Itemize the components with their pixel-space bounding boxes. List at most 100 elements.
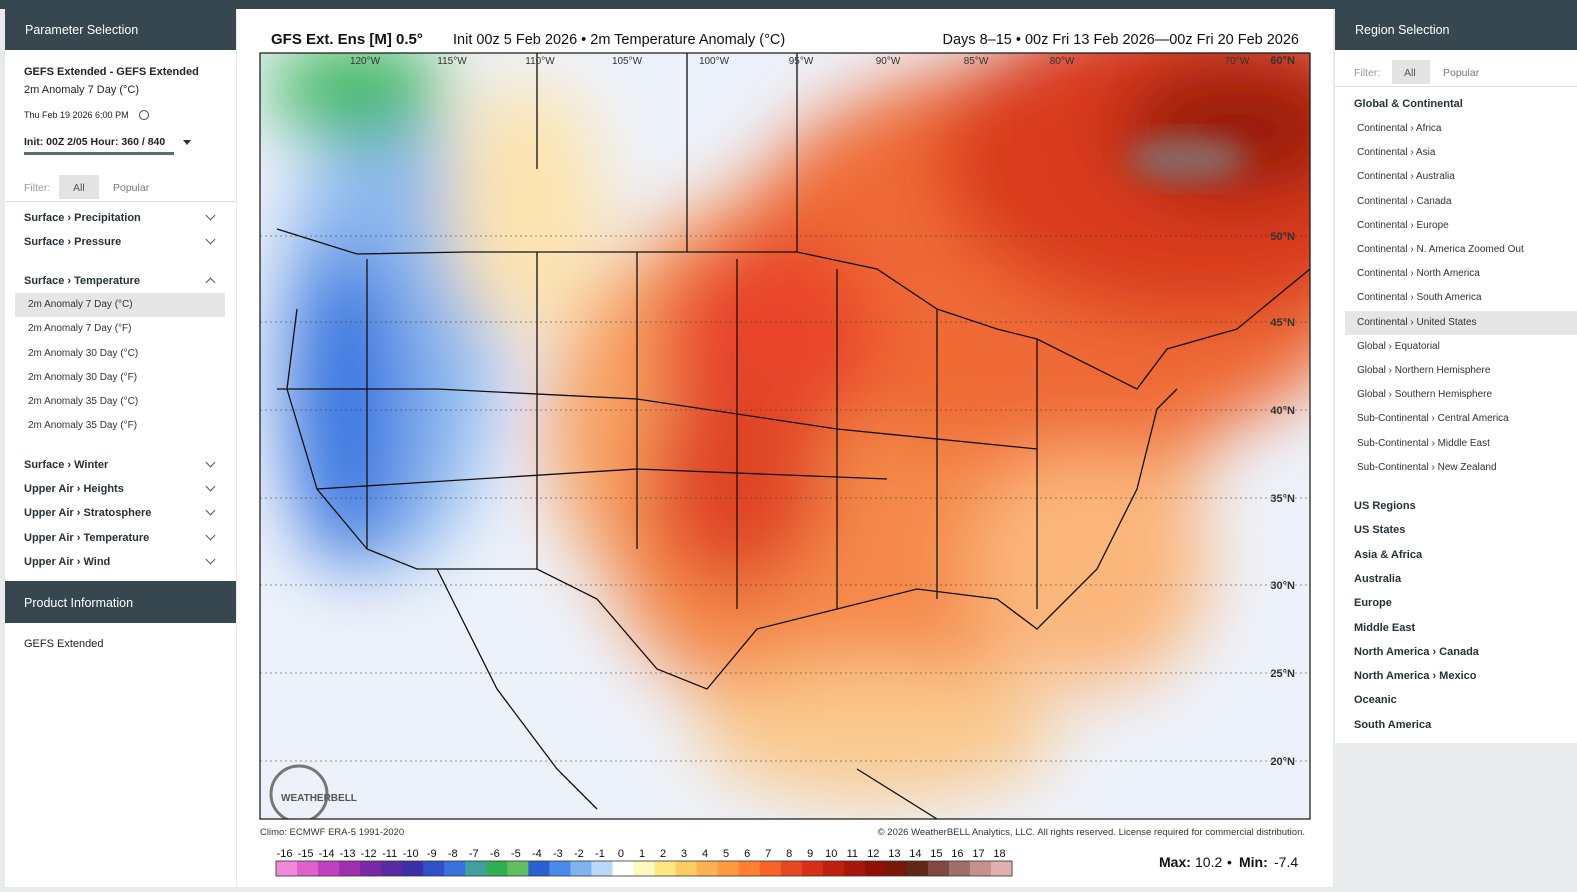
menu-item[interactable]: 2m Anomaly 7 Day (°F) [28,323,132,335]
lon-label: 80°W [1050,56,1075,67]
chevron[interactable] [205,505,216,516]
lat-label: 40°N [1270,405,1295,417]
region-item[interactable]: Global › Northern Hemisphere [1357,365,1491,376]
filter-option[interactable]: All [73,182,85,194]
menu-group[interactable]: Surface › Pressure [24,236,122,249]
valid-time[interactable]: Thu Feb 19 2026 6:00 PM [24,110,129,120]
region-item[interactable]: Global › Southern Hemisphere [1357,389,1493,401]
region-group[interactable]: South America [1354,718,1432,731]
region-item[interactable]: Sub-Continental › Middle East [1357,437,1490,449]
region-item[interactable]: Global › Equatorial [1357,340,1440,352]
colorbar-label: -16 [277,848,293,860]
info-header-bg [5,581,236,623]
colorbar-label: -15 [298,848,314,860]
map-title-init: Init 00z 5 Feb 2026 • 2m Temperature Ano… [453,32,785,48]
logo-ring [269,764,329,819]
region-group[interactable]: Europe [1354,597,1392,610]
chevron[interactable] [205,210,216,221]
colorbar-label: 3 [681,848,687,860]
colorbar-swatch [423,861,445,876]
region-group[interactable]: Middle East [1354,621,1416,634]
chevron[interactable] [205,234,216,245]
colorbar-swatch [759,861,782,876]
dropdown-arrow[interactable] [183,140,191,145]
right-panel: Region Selection Filter: All Popular Glo… [1335,9,1577,743]
colorbar-label: -4 [532,848,542,860]
menu-group[interactable]: Upper Air › Wind [24,555,111,568]
filter-option[interactable]: Popular [113,182,150,194]
colorbar-swatch [444,861,466,876]
colorbar-swatch [402,861,424,876]
map-figure: GFS Ext. Ens [M] 0.5° Init 00z 5 Feb 202… [259,31,1311,877]
region-group[interactable]: Australia [1354,572,1402,585]
menu-group[interactable]: Upper Air › Heights [24,483,124,495]
menu-item[interactable]: 2m Anomaly 35 Day (°F) [28,420,138,432]
region-item[interactable]: Continental › North America [1357,268,1480,280]
max-value: 10.2 [1195,854,1222,870]
chevron[interactable] [205,481,216,492]
init-hour[interactable]: Init: 00Z 2/05 Hour: 360 / 840 [24,136,166,148]
colorbar-swatch [843,861,866,876]
filter-active-bg [1392,60,1430,84]
region-item[interactable]: Continental › N. America Zoomed Out [1357,244,1524,255]
region-group[interactable]: US States [1354,524,1406,537]
filter-label: Filter: [24,182,51,194]
menu-item[interactable]: 2m Anomaly 30 Day (°F) [28,371,138,383]
colorbar-swatch [318,861,340,876]
region-item[interactable]: Continental › Australia [1357,171,1455,183]
filter-option[interactable]: Popular [1443,67,1480,79]
region-group[interactable]: US Regions [1354,500,1416,512]
region-group[interactable]: Asia & Africa [1354,548,1423,561]
colorbar-label: 12 [867,848,879,860]
region-item[interactable]: Sub-Continental › New Zealand [1357,461,1497,473]
menu-group[interactable]: Surface › Winter [24,458,109,471]
region-group[interactable]: North America › Mexico [1354,670,1477,683]
group-title[interactable]: Global & Continental [1354,98,1463,110]
filter-active-bg [59,175,99,199]
chevron[interactable] [205,457,216,468]
region-group[interactable]: North America › Canada [1354,645,1479,658]
chevron[interactable] [205,554,216,565]
colorbar-swatch [885,861,908,876]
menu-item[interactable]: 2m Anomaly 30 Day (°C) [28,347,139,359]
colorbar-label: 9 [807,848,813,860]
colorbar-swatch [507,861,529,876]
region-item[interactable]: Continental › Canada [1357,195,1452,207]
colorbar-label: 18 [993,848,1005,860]
chevron[interactable] [205,277,216,288]
separator: • [1227,854,1232,870]
region-item[interactable]: Sub-Continental › Central America [1357,413,1509,425]
clock-icon [139,110,149,120]
region-item[interactable]: Continental › United States [1357,316,1477,328]
progress-bar [24,152,174,155]
lat-label: 60°N [1270,55,1295,67]
region-item[interactable]: Continental › Europe [1357,219,1449,231]
menu-group[interactable]: Upper Air › Stratosphere [24,507,152,520]
left-panel: Parameter Selection GEFS Extended - GEFS… [5,9,236,887]
header-text: Region Selection [1355,22,1450,37]
colorbar-swatch [381,861,403,876]
colorbar-label: 2 [660,848,666,860]
chevron[interactable] [205,530,216,541]
copyright: © 2026 WeatherBELL Analytics, LLC. All r… [878,827,1305,838]
panel-header: Parameter Selection [5,9,236,50]
colorbar-swatch [822,861,845,876]
menu-item[interactable]: 2m Anomaly 35 Day (°C) [28,396,139,408]
region-group[interactable]: Oceanic [1354,694,1397,707]
lat-label: 20°N [1270,756,1295,768]
menu-item[interactable]: 2m Anomaly 7 Day (°C) [28,298,133,310]
colorbar-swatch [780,861,803,876]
region-item[interactable]: Continental › Africa [1357,123,1442,134]
selected-bg [15,292,225,317]
filter-option[interactable]: All [1404,67,1416,79]
colorbar-label: -12 [361,848,377,860]
region-item[interactable]: Continental › Asia [1357,147,1436,159]
menu-group[interactable]: Surface › Precipitation [24,212,141,224]
region-item[interactable]: Continental › South America [1357,292,1482,304]
menu-group[interactable]: Upper Air › Temperature [24,531,150,544]
colorbar-swatch [801,861,824,876]
menu-group[interactable]: Surface › Temperature [24,274,140,287]
lat-label: 30°N [1270,580,1295,592]
colorbar-frame [275,860,1013,877]
logo-text: WEATHERBELL [281,793,357,804]
